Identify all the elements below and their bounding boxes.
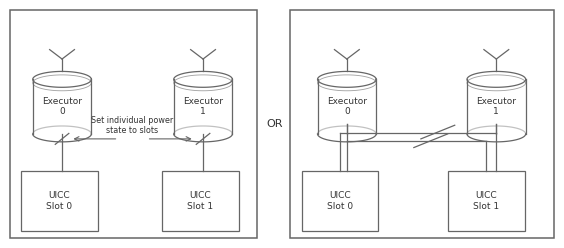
Text: Executor
0: Executor 0 (327, 97, 367, 116)
Text: Executor
0: Executor 0 (42, 97, 82, 116)
Bar (290, 10, 554, 238)
Text: Executor
1: Executor 1 (183, 97, 223, 116)
Text: OR: OR (266, 119, 283, 129)
Bar (10, 10, 257, 238)
Bar (448, 171, 525, 231)
Text: UICC
Slot 1: UICC Slot 1 (473, 191, 500, 211)
Text: UICC
Slot 0: UICC Slot 0 (327, 191, 353, 211)
Text: Set individual power
state to slots: Set individual power state to slots (91, 116, 174, 135)
Bar (21, 171, 98, 231)
Text: UICC
Slot 1: UICC Slot 1 (187, 191, 214, 211)
Bar (302, 171, 378, 231)
Text: UICC
Slot 0: UICC Slot 0 (46, 191, 73, 211)
Text: Executor
1: Executor 1 (477, 97, 516, 116)
Bar (162, 171, 239, 231)
